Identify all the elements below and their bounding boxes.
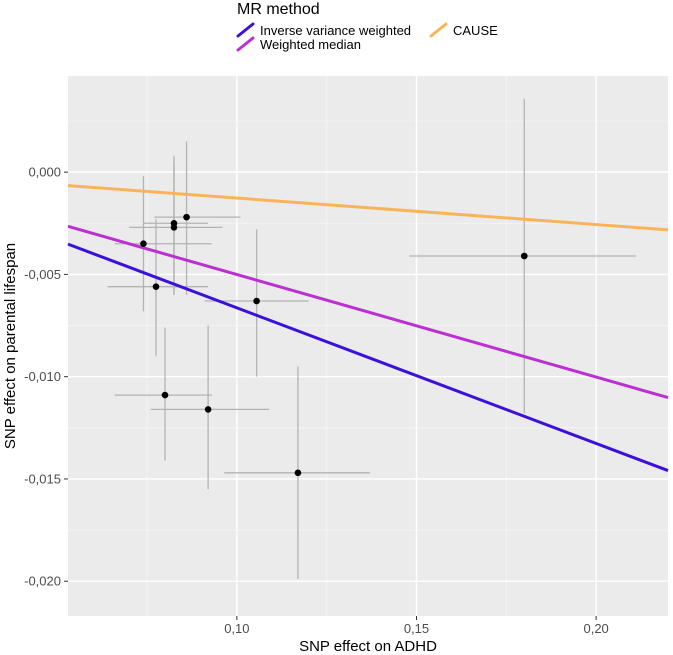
legend-label-weighted-median: Weighted median [260,37,361,52]
data-point [294,469,302,477]
y-tick-label: -0,020 [24,574,61,589]
y-tick-label: -0,015 [24,471,61,486]
y-axis: 0,000 -0,005 -0,010 -0,015 -0,020 [24,165,68,589]
data-point [253,297,260,305]
data-point [183,213,190,221]
legend-key-cause [429,22,448,38]
legend-key-inverse-variance-weighted [236,22,255,38]
fit-line-cause [67,184,669,232]
fit-line-inverse-variance-weighted [67,242,669,472]
fit-line-weighted-median [67,224,669,399]
x-tick-label: 0,10 [224,621,249,636]
legend-label-inverse-variance-weighted: Inverse variance weighted [260,23,411,38]
legend-key-weighted-median [236,36,255,52]
y-axis-title: SNP effect on parental lifespan [2,243,19,449]
data-point [152,283,160,290]
x-tick-label: 0,15 [404,621,429,636]
plot-panel [68,76,668,616]
x-tick-label: 0,20 [583,621,608,636]
data-point [140,240,147,248]
data-point [520,252,528,260]
y-tick-label: -0,005 [24,267,61,282]
y-tick-label: -0,010 [24,369,61,384]
legend-title: MR method [237,1,320,18]
x-axis: 0,10 0,15 0,20 [224,616,609,636]
data-point [204,406,212,413]
data-points [140,213,528,477]
data-point [161,391,169,399]
x-axis-title: SNP effect on ADHD [299,638,437,655]
grid-major [68,76,668,616]
legend-label-cause: CAUSE [453,23,498,38]
legend: MR method Inverse variance weighted CAUS… [236,1,498,52]
data-point [170,224,178,231]
fit-lines [67,184,669,472]
y-tick-label: 0,000 [28,165,61,180]
